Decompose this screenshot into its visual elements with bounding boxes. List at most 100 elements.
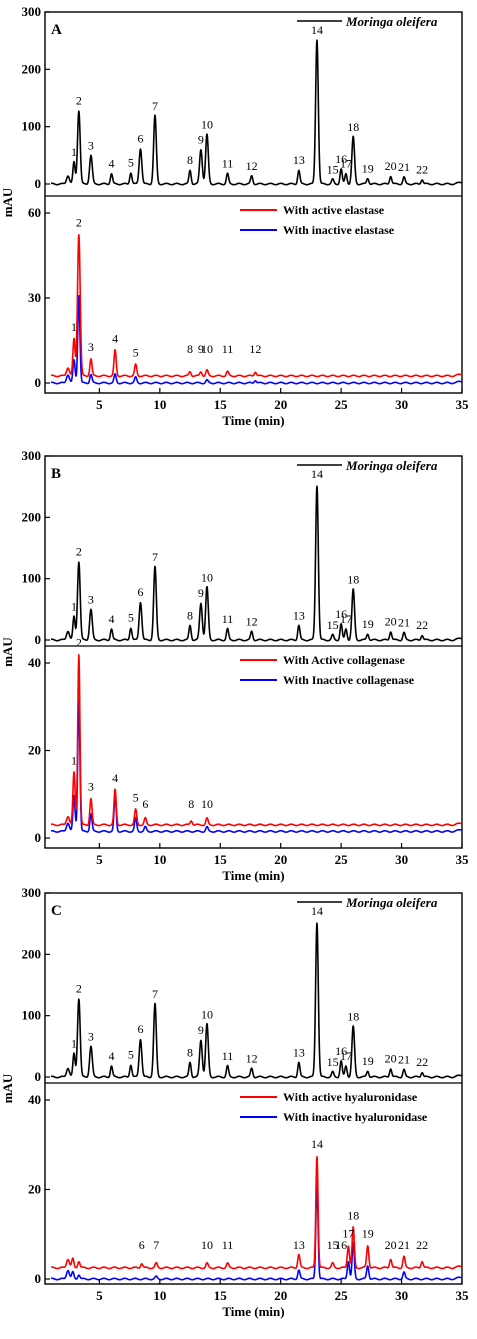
peak-label: 10 (201, 342, 213, 356)
peak-label: 9 (198, 133, 204, 147)
x-tick-label: 10 (153, 397, 166, 412)
y-tick-label: 60 (28, 205, 41, 220)
plot-frame (44, 455, 463, 849)
peak-label: 7 (152, 987, 158, 1001)
peak-label: 18 (347, 573, 359, 587)
peak-label: 19 (362, 1054, 374, 1068)
legend-label: With inactive elastase (283, 223, 395, 237)
peak-label: 11 (222, 1238, 234, 1252)
y-tick-label: 300 (22, 885, 42, 900)
peak-label: 20 (385, 159, 397, 173)
peak-label: 21 (398, 616, 410, 630)
peak-label: 7 (152, 550, 158, 564)
peak-label: 9 (198, 586, 204, 600)
y-tick-label: 200 (22, 946, 42, 961)
x-tick-label: 5 (96, 1288, 103, 1303)
y-tick-label: 100 (22, 119, 42, 134)
peak-label: 10 (201, 570, 213, 584)
peak-label: 16 (335, 1044, 347, 1058)
legend-label: With inactive hyaluronidase (283, 1110, 428, 1124)
peak-label: 15 (327, 1055, 339, 1069)
peak-label: 13 (293, 153, 305, 167)
peak-label: 19 (362, 1226, 374, 1240)
y-tick-label: 200 (22, 61, 42, 76)
peak-label: 5 (128, 1048, 134, 1062)
x-tick-label: 35 (456, 397, 470, 412)
y-tick-label: 100 (22, 571, 42, 586)
peak-label: 15 (327, 618, 339, 632)
x-tick-label: 20 (274, 397, 287, 412)
peak-label: 4 (112, 331, 118, 345)
y-axis-label: mAU (0, 1073, 15, 1103)
peak-label: 1 (71, 1037, 77, 1051)
peak-label: 22 (416, 1055, 428, 1069)
peak-label: 12 (246, 159, 258, 173)
peak-label: 20 (385, 1051, 397, 1065)
y-tick-label: 0 (35, 830, 42, 845)
y-axis-label: mAU (0, 187, 15, 217)
peak-label: 6 (139, 1238, 145, 1252)
peak-label: 17 (342, 1226, 354, 1240)
y-tick-label: 0 (35, 632, 42, 647)
series-line-moringa (50, 485, 463, 642)
y-tick-label: 0 (35, 375, 42, 390)
peak-label: 3 (88, 138, 94, 152)
peak-label: 6 (137, 131, 143, 145)
peak-label: 1 (71, 600, 77, 614)
series-line-inactive (50, 1180, 463, 1281)
peak-label: 1 (71, 145, 77, 159)
series-line-active (50, 234, 463, 378)
peak-label: 3 (88, 780, 94, 794)
peak-label: 18 (347, 1010, 359, 1024)
x-tick-label: 20 (274, 852, 287, 867)
peak-label: 10 (201, 118, 213, 132)
x-tick-label: 35 (456, 1288, 470, 1303)
peak-label: 9 (198, 1023, 204, 1037)
panel-letter: A (51, 22, 62, 38)
peak-label: 10 (201, 797, 213, 811)
peak-label: 21 (398, 160, 410, 174)
peak-label: 2 (76, 635, 82, 649)
peak-label: 5 (128, 156, 134, 170)
peak-label: 18 (347, 120, 359, 134)
y-tick-label: 300 (22, 448, 42, 463)
peak-label: 17 (340, 1049, 352, 1063)
legend-label: With Active collagenase (283, 653, 405, 667)
x-tick-label: 5 (96, 852, 103, 867)
x-tick-label: 30 (395, 397, 408, 412)
peak-label: 8 (187, 153, 193, 167)
peak-label: 4 (108, 612, 114, 626)
peak-label: 6 (137, 1022, 143, 1036)
series-line-inactive (50, 699, 463, 833)
species-label: Moringa oleifera (345, 895, 438, 910)
peak-label: 12 (246, 614, 258, 628)
legend-label: With active hyaluronidase (283, 1090, 418, 1104)
peak-label: 14 (311, 1137, 323, 1151)
peak-label: 8 (187, 608, 193, 622)
peak-label: 22 (416, 1238, 428, 1252)
peak-label: 13 (293, 1238, 305, 1252)
series-line-active (50, 1155, 463, 1270)
plot-frame (44, 11, 463, 394)
peak-label: 20 (385, 614, 397, 628)
peak-label: 8 (187, 1045, 193, 1059)
x-tick-label: 10 (153, 852, 166, 867)
x-tick-label: 15 (214, 397, 228, 412)
x-tick-label: 35 (456, 852, 470, 867)
peak-label: 8 (187, 342, 193, 356)
x-tick-label: 20 (274, 1288, 287, 1303)
peak-label: 3 (88, 1029, 94, 1043)
x-tick-label: 25 (335, 1288, 349, 1303)
peak-label: 22 (416, 162, 428, 176)
y-tick-label: 0 (35, 176, 42, 191)
peak-label: 14 (311, 904, 323, 918)
y-tick-label: 40 (28, 1092, 41, 1107)
peak-label: 17 (340, 157, 352, 171)
peak-label: 13 (293, 1045, 305, 1059)
peak-label: 11 (222, 157, 234, 171)
peak-label: 22 (416, 618, 428, 632)
